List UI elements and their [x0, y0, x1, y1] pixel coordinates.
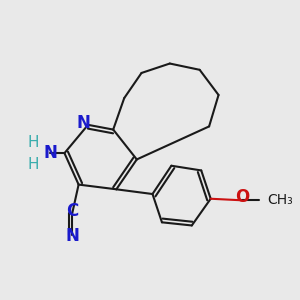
Text: N: N — [76, 114, 90, 132]
Text: C: C — [66, 202, 78, 220]
Text: N: N — [44, 144, 57, 162]
Text: O: O — [235, 188, 249, 206]
Text: H: H — [27, 135, 39, 150]
Text: N: N — [65, 227, 79, 245]
Text: H: H — [27, 157, 39, 172]
Text: CH₃: CH₃ — [267, 193, 293, 207]
